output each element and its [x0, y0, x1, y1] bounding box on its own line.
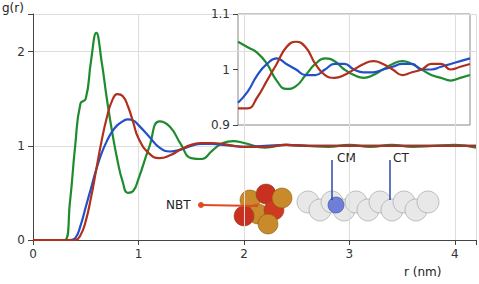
svg-text:CT: CT	[393, 151, 409, 165]
svg-text:1: 1	[17, 139, 25, 153]
svg-text:g(r): g(r)	[2, 1, 24, 15]
svg-text:0.9: 0.9	[211, 118, 230, 132]
svg-text:0: 0	[29, 247, 37, 261]
svg-text:1: 1	[135, 247, 143, 261]
svg-text:0: 0	[17, 233, 25, 247]
svg-text:2: 2	[17, 45, 25, 59]
svg-text:4: 4	[451, 247, 459, 261]
svg-text:3: 3	[346, 247, 354, 261]
svg-text:1: 1	[222, 63, 230, 77]
svg-text:CM: CM	[337, 151, 356, 165]
svg-text:NBT: NBT	[166, 198, 191, 212]
svg-text:r (nm): r (nm)	[404, 265, 441, 279]
svg-text:1.1: 1.1	[211, 7, 230, 21]
svg-text:2: 2	[240, 247, 248, 261]
